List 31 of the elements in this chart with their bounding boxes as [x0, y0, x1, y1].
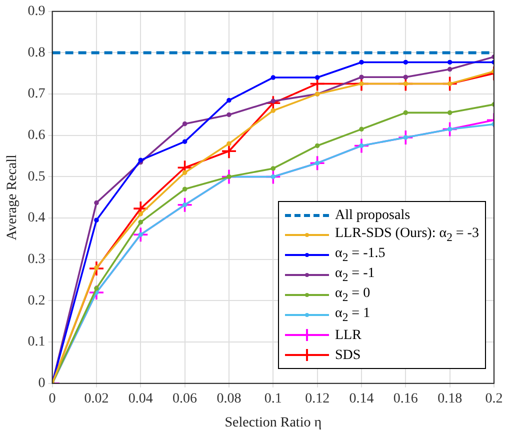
x-tick-label: 0.16: [393, 391, 418, 406]
y-tick-label: 0.1: [28, 334, 46, 350]
y-axis-title: Average Recall: [5, 154, 20, 240]
y-tick-label: 0.2: [28, 293, 46, 308]
y-tick-label: 0.8: [28, 45, 46, 60]
y-tick-label: 0.3: [28, 252, 46, 268]
y-tick-label: 0.5: [28, 169, 46, 184]
y-tick-label: 0.6: [28, 128, 46, 144]
x-tick-label: 0.18: [438, 391, 462, 406]
x-tick-label: 0.2: [485, 391, 503, 406]
legend-label: α$_{2}$ = 0: [335, 285, 370, 306]
y-tick-label: 0.4: [28, 210, 46, 226]
x-tick-label: 0.04: [128, 391, 153, 406]
x-tick-label: 0.02: [84, 391, 109, 406]
x-tick-label: 0.1: [264, 391, 282, 406]
legend-label: SDS: [335, 346, 361, 364]
x-tick-label: 0.08: [216, 391, 242, 406]
legend-label: LLR: [335, 326, 362, 344]
x-tick-label: 0.06: [172, 391, 198, 406]
y-tick-label: 0.9: [28, 4, 46, 20]
x-tick-label: 0.14: [349, 391, 374, 406]
legend-label: All proposals: [335, 206, 410, 224]
x-tick-label: 0.12: [305, 391, 330, 406]
legend-label: LLR-SDS (Ours): α$_{2}$ = -3: [335, 225, 479, 246]
x-tick-label: 0: [48, 391, 56, 406]
legend-label: α$_{2}$ = 1: [335, 305, 370, 326]
legend-label: α$_{2}$ = -1.5: [335, 245, 386, 266]
legend-label: α$_{2}$ = -1: [335, 265, 375, 286]
y-tick-label: 0: [38, 376, 46, 392]
y-tick-label: 0.7: [28, 86, 46, 102]
x-axis-title: Selection Ratio η: [224, 415, 322, 430]
